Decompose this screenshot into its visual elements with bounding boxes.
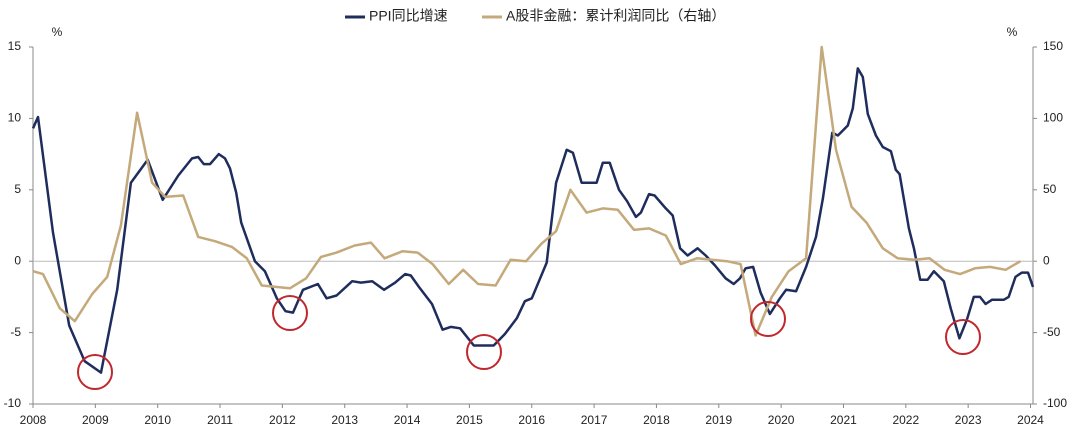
y2-axis-unit: % — [1007, 25, 1018, 39]
highlight-circle — [945, 319, 981, 355]
highlight-circle — [272, 295, 308, 331]
y2-tick-label: -50 — [1043, 325, 1061, 339]
y-tick-label: 10 — [8, 111, 22, 125]
x-tick-label: 2024 — [1017, 413, 1044, 427]
highlight-circle — [466, 334, 502, 370]
x-tick-label: 2020 — [768, 413, 795, 427]
y-tick-label: 0 — [14, 253, 21, 267]
x-tick-label: 2023 — [955, 413, 982, 427]
legend: PPI同比增速 A股非金融：累计利润同比（右轴） — [345, 8, 725, 24]
y-tick-label: 15 — [8, 39, 22, 53]
x-tick-label: 2012 — [269, 413, 296, 427]
y-tick-label: -5 — [10, 325, 21, 339]
series — [31, 67, 1035, 374]
x-tick-label: 2016 — [518, 413, 545, 427]
x-tick-label: 2011 — [207, 413, 233, 427]
highlight-circle — [750, 301, 786, 337]
x-tick-label: 2018 — [643, 413, 670, 427]
y2-tick-label: 150 — [1043, 39, 1063, 53]
highlight-circles — [77, 295, 981, 390]
x-tick-label: 2009 — [82, 413, 109, 427]
series-line — [32, 45, 1022, 337]
series — [32, 45, 1022, 337]
x-tick-label: 2014 — [394, 413, 421, 427]
y2-tick-label: -100 — [1043, 396, 1067, 410]
y-tick-label: -10 — [4, 396, 22, 410]
x-tick-label: 2008 — [20, 413, 47, 427]
y2-tick-label: 0 — [1043, 253, 1050, 267]
x-tick-label: 2019 — [705, 413, 732, 427]
x-tick-label: 2022 — [892, 413, 919, 427]
x-tick-label: 2017 — [581, 413, 608, 427]
highlight-circle — [77, 354, 113, 390]
y-tick-label: 5 — [14, 182, 21, 196]
legend-label: PPI同比增速 — [369, 8, 448, 24]
y2-tick-label: 50 — [1043, 182, 1057, 196]
x-tick-label: 2021 — [830, 413, 857, 427]
series-line — [31, 67, 1035, 374]
legend-label: A股非金融：累计利润同比（右轴） — [506, 8, 725, 24]
y-axis-unit: % — [52, 25, 63, 39]
x-tick-label: 2010 — [144, 413, 171, 427]
x-tick-label: 2013 — [331, 413, 358, 427]
x-tick-label: 2015 — [456, 413, 483, 427]
y2-tick-label: 100 — [1043, 111, 1063, 125]
